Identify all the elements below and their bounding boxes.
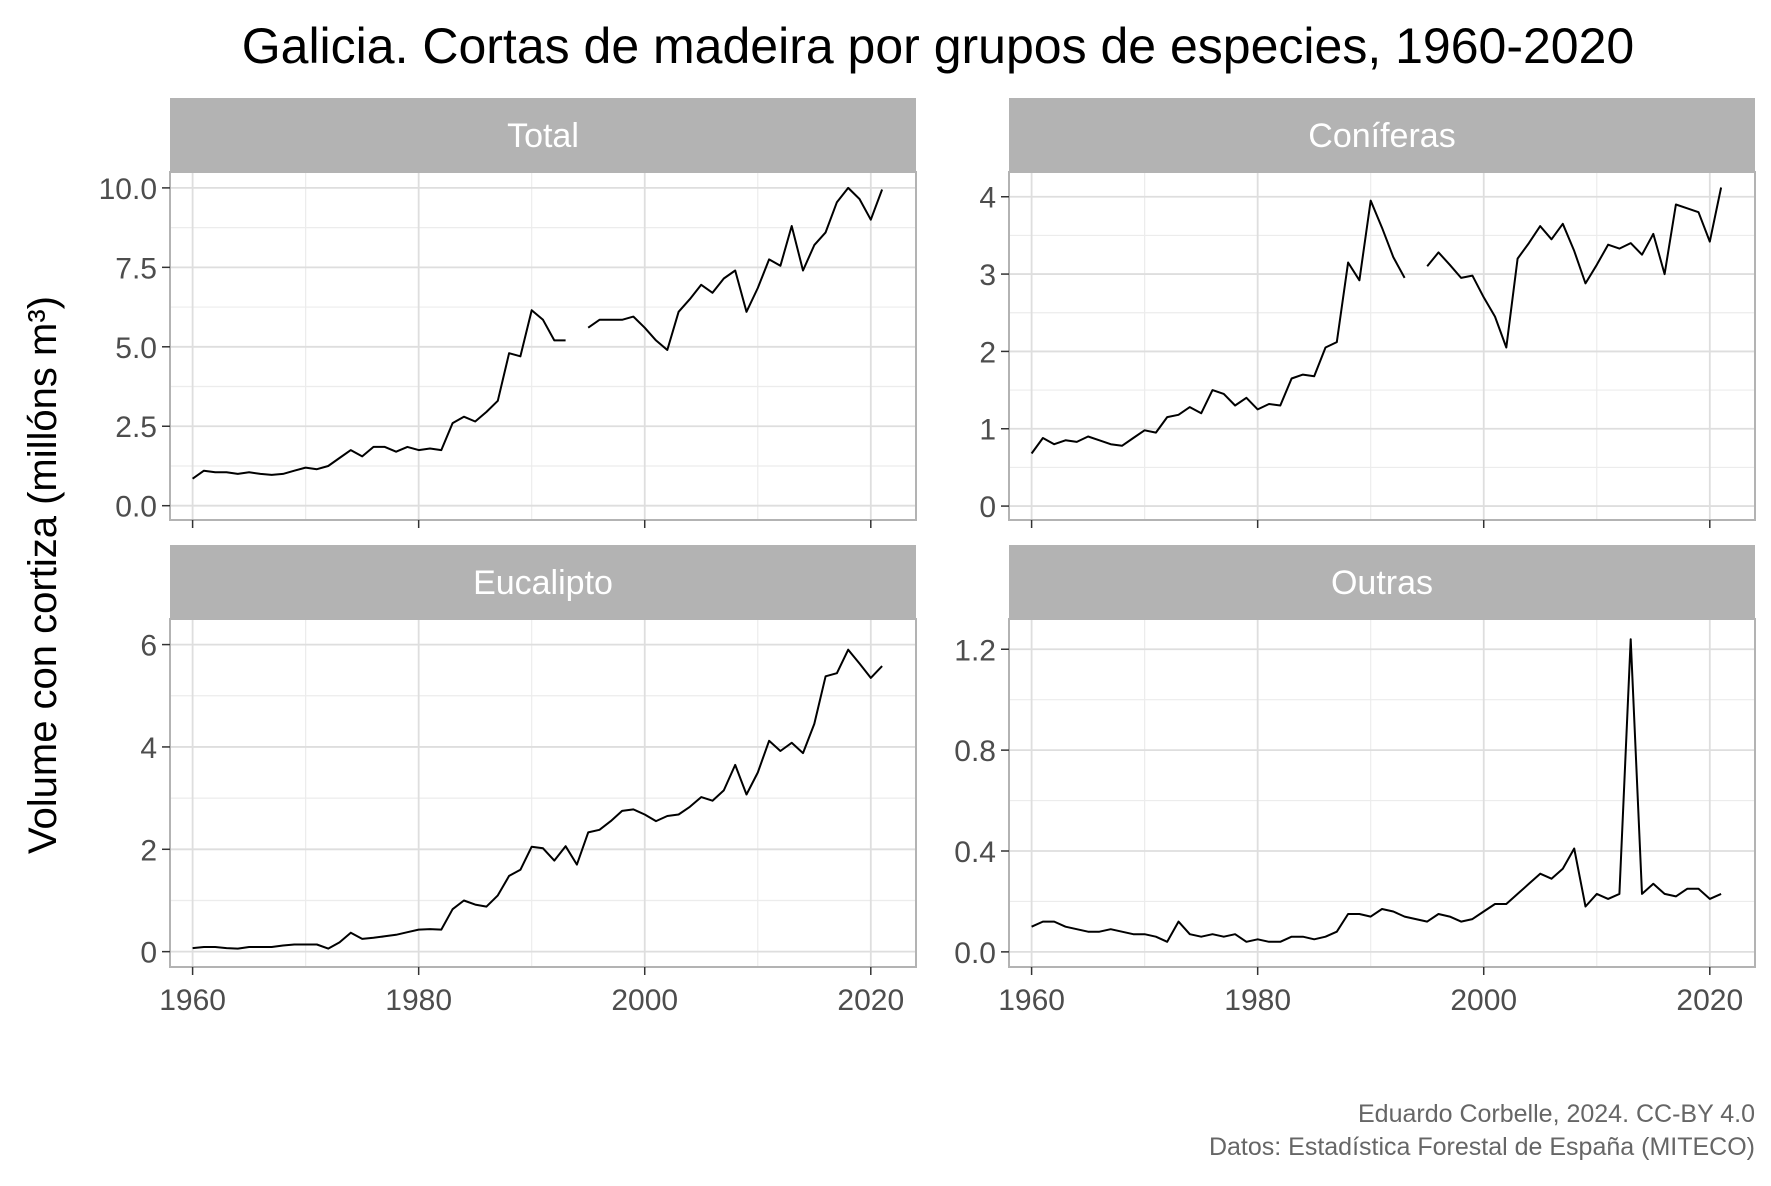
y-tick-label: 5.0 xyxy=(115,332,157,365)
y-tick-label: 1 xyxy=(979,414,996,447)
x-tick-label: 1960 xyxy=(998,984,1065,1017)
y-tick-label: 0 xyxy=(979,491,996,524)
y-tick-label: 4 xyxy=(979,182,996,215)
panel-border-eucalipto xyxy=(169,618,917,968)
facet-title-coniferas: Coníferas xyxy=(1308,117,1455,155)
series-line-total xyxy=(587,186,884,351)
caption-line-2: Datos: Estadística Forestal de España (M… xyxy=(1209,1133,1755,1161)
x-tick-label: 1980 xyxy=(385,984,452,1017)
x-tick-label: 1960 xyxy=(159,984,226,1017)
y-tick-label: 2 xyxy=(979,336,996,369)
panel-outras: Outras 0.0 0.4 0.8 1.2 1960 1980 2000 2020 xyxy=(954,545,1756,1017)
panel-border-coniferas xyxy=(1008,171,1756,521)
series-line-eucalipto xyxy=(192,648,883,950)
y-tick-label: 10.0 xyxy=(99,173,157,206)
x-tick-label: 2020 xyxy=(837,984,904,1017)
facet-strip-eucalipto xyxy=(170,545,916,619)
x-tick-label: 2000 xyxy=(611,984,678,1017)
y-tick-label: 0.4 xyxy=(954,836,996,869)
y-tick-label: 6 xyxy=(140,630,157,663)
panel-border-total xyxy=(169,171,917,521)
x-tick-label: 2000 xyxy=(1450,984,1517,1017)
facet-title-eucalipto: Eucalipto xyxy=(473,564,613,602)
y-tick-label: 0 xyxy=(140,937,157,970)
y-tick-label: 0.0 xyxy=(954,937,996,970)
y-tick-label: 0.8 xyxy=(954,735,996,768)
facet-strip-total xyxy=(170,98,916,172)
panel-eucalipto: Eucalipto 0 2 4 6 1960 1980 2000 2020 xyxy=(140,545,917,1017)
series-line-total xyxy=(192,309,566,480)
panel-border-outras xyxy=(1008,618,1756,968)
panel-total: Total 0.0 2.5 5.0 7.5 10.0 xyxy=(99,98,917,528)
series-line-outras xyxy=(1031,638,1722,943)
panel-coniferas: Coníferas 0 1 2 3 4 xyxy=(979,98,1756,528)
y-tick-label: 3 xyxy=(979,259,996,292)
chart-title: Galicia. Cortas de madeira por grupos de… xyxy=(242,18,1634,74)
y-tick-label: 4 xyxy=(140,732,157,765)
x-tick-label: 2020 xyxy=(1676,984,1743,1017)
y-tick-label: 2 xyxy=(140,834,157,867)
caption-line-1: Eduardo Corbelle, 2024. CC-BY 4.0 xyxy=(1358,1100,1755,1128)
series-line-coniferas xyxy=(1426,187,1723,349)
y-tick-label: 7.5 xyxy=(115,252,157,285)
y-axis-label: Volume con cortiza (millóns m³) xyxy=(21,296,65,854)
y-tick-label: 2.5 xyxy=(115,411,157,444)
facet-title-total: Total xyxy=(507,117,579,155)
series-line-coniferas xyxy=(1030,199,1406,455)
facet-strip-coniferas xyxy=(1009,98,1755,172)
y-tick-label: 0.0 xyxy=(115,491,157,524)
y-tick-label: 1.2 xyxy=(954,634,996,667)
facet-panels: Total0.02.55.07.510.0Coníferas01234Eucal… xyxy=(99,98,1756,1017)
x-tick-label: 1980 xyxy=(1224,984,1291,1017)
facet-title-outras: Outras xyxy=(1331,564,1433,602)
facet-strip-outras xyxy=(1009,545,1755,619)
